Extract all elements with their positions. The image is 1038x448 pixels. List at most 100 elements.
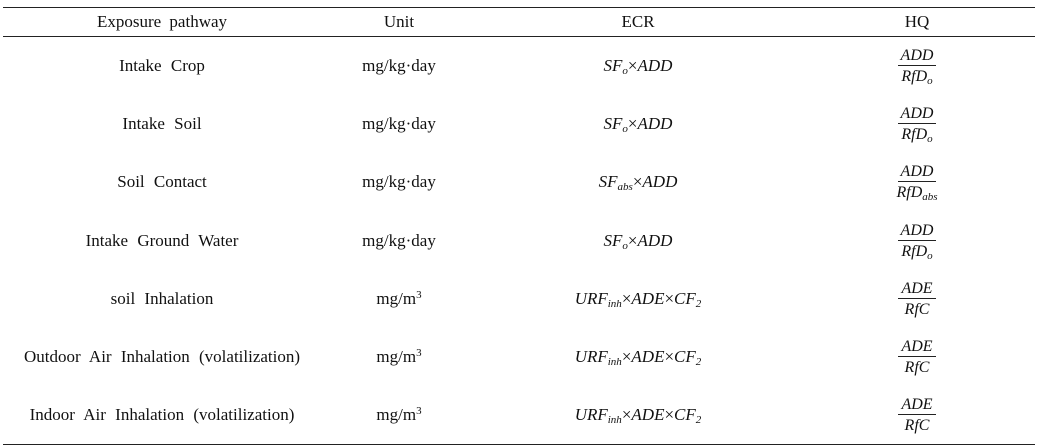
pathway-label: soil Inhalation (110, 288, 214, 308)
ecr-dose: ADE (631, 405, 665, 425)
hq-denominator-subscript: abs (922, 191, 938, 204)
hq-fraction: ADD RfDo (898, 105, 936, 145)
hq-cell: ADE RfC (799, 270, 1035, 328)
ecr-factor: URF (574, 347, 608, 367)
hq-fraction: ADD RfDo (898, 47, 936, 87)
unit-cell: mg/m3 (321, 270, 477, 328)
hq-numerator: ADD (898, 105, 936, 124)
unit-base: mg/m (376, 288, 417, 308)
ecr-extra: ×CF2 (664, 347, 701, 368)
ecr-conversion-factor: CF (674, 405, 696, 425)
times-symbol: × (627, 230, 638, 250)
hq-denominator-subscript: o (927, 74, 933, 87)
ecr-dose: ADD (637, 55, 673, 75)
ecr-extra: ×CF2 (664, 405, 701, 426)
hq-denominator: RfDo (899, 66, 934, 87)
hq-denominator-base: RfD (901, 242, 928, 260)
hq-denominator: RfDabs (894, 182, 939, 204)
ecr-cell: SFo×ADD (477, 95, 799, 153)
ecr-factor-subscript: o (622, 239, 628, 252)
hq-denominator: RfDo (899, 241, 934, 262)
ecr-factor: URF (574, 288, 608, 308)
hq-denominator-base: RfD (901, 125, 928, 143)
header-row: Exposure pathway Unit ECR HQ (3, 7, 1035, 37)
hq-fraction: ADD RfDabs (894, 163, 939, 204)
table-row: Intake Crop mg/kg·day SFo×ADD ADD RfDo (3, 37, 1035, 95)
times-symbol: × (664, 347, 675, 367)
times-symbol: × (627, 113, 638, 133)
ecr-cell: URFinh×ADE×CF2 (477, 270, 799, 328)
ecr-factor-subscript: inh (607, 297, 622, 310)
pathway-label: Soil Contact (117, 172, 207, 192)
unit-value: mg/m3 (376, 405, 421, 424)
ecr-factor: SF (598, 172, 618, 192)
hq-denominator: RfC (903, 415, 932, 434)
times-symbol: × (632, 172, 643, 192)
unit-base: mg/kg·day (362, 55, 436, 75)
unit-cell: mg/kg·day (321, 153, 477, 211)
unit-cell: mg/m3 (321, 386, 477, 446)
hq-denominator-base: RfD (896, 184, 923, 202)
hq-cell: ADD RfDo (799, 211, 1035, 269)
pathway-cell: Intake Ground Water (3, 211, 321, 269)
ecr-factor-subscript: o (622, 122, 628, 135)
pathway-label: Outdoor Air Inhalation (volatilization) (23, 347, 301, 367)
exposure-pathway-table: Exposure pathway Unit ECR HQ Intake Crop… (3, 7, 1035, 446)
hq-denominator-base: RfC (904, 300, 930, 318)
header-exposure-pathway: Exposure pathway (3, 7, 321, 37)
ecr-dose: ADD (642, 172, 678, 192)
hq-cell: ADD RfDo (799, 95, 1035, 153)
ecr-dose: ADE (631, 347, 665, 367)
table-row: soil Inhalation mg/m3 URFinh×ADE×CF2 ADE… (3, 270, 1035, 328)
ecr-factor-subscript: inh (607, 356, 622, 369)
unit-cell: mg/m3 (321, 328, 477, 386)
hq-fraction: ADE RfC (898, 280, 936, 318)
times-symbol: × (621, 288, 632, 308)
table-row: Outdoor Air Inhalation (volatilization) … (3, 328, 1035, 386)
hq-numerator: ADD (898, 222, 936, 241)
hq-numerator: ADD (898, 163, 936, 183)
ecr-formula: SFo×ADD (604, 113, 673, 135)
table-row: Intake Ground Water mg/kg·day SFo×ADD AD… (3, 211, 1035, 269)
pathway-cell: Indoor Air Inhalation (volatilization) (3, 386, 321, 446)
ecr-factor-subscript: o (622, 64, 628, 77)
pathway-label: Indoor Air Inhalation (volatilization) (29, 405, 295, 425)
hq-numerator: ADE (898, 280, 936, 299)
unit-base: mg/kg·day (362, 113, 436, 133)
times-symbol: × (621, 405, 632, 425)
pathway-label: Intake Soil (122, 113, 202, 133)
ecr-factor: SF (603, 55, 623, 75)
hq-denominator: RfDo (899, 124, 934, 145)
hq-cell: ADD RfDo (799, 37, 1035, 95)
ecr-extra: ×CF2 (664, 289, 702, 310)
ecr-formula: SFo×ADD (604, 230, 673, 252)
header-hq: HQ (799, 7, 1035, 37)
pathway-label: Intake Ground Water (85, 230, 239, 250)
unit-superscript: 3 (416, 347, 422, 360)
hq-denominator-base: RfD (901, 67, 928, 85)
ecr-cell: URFinh×ADE×CF2 (477, 386, 799, 446)
ecr-conversion-subscript: 2 (695, 297, 702, 310)
pathway-label: Intake Crop (119, 55, 205, 75)
unit-base: mg/m (376, 405, 417, 425)
table-body: Intake Crop mg/kg·day SFo×ADD ADD RfDo I… (3, 37, 1035, 446)
unit-base: mg/kg·day (362, 172, 436, 192)
unit-value: mg/kg·day (362, 56, 436, 75)
pathway-cell: Intake Crop (3, 37, 321, 95)
ecr-formula: URFinh×ADE×CF2 (574, 288, 702, 310)
pathway-cell: Soil Contact (3, 153, 321, 211)
header-unit: Unit (321, 7, 477, 37)
ecr-factor-subscript: abs (617, 181, 633, 194)
hq-denominator: RfC (903, 299, 932, 318)
ecr-formula: URFinh×ADE×CF2 (574, 347, 702, 369)
hq-fraction: ADD RfDo (898, 222, 936, 262)
unit-superscript: 3 (416, 288, 422, 301)
pathway-cell: soil Inhalation (3, 270, 321, 328)
ecr-formula: URFinh×ADE×CF2 (575, 405, 702, 426)
hq-denominator: RfC (903, 357, 932, 376)
hq-numerator: ADE (898, 338, 936, 358)
ecr-dose: ADE (631, 288, 665, 308)
hq-denominator-subscript: o (927, 249, 933, 262)
hq-fraction: ADE RfC (898, 338, 936, 376)
times-symbol: × (621, 347, 632, 367)
